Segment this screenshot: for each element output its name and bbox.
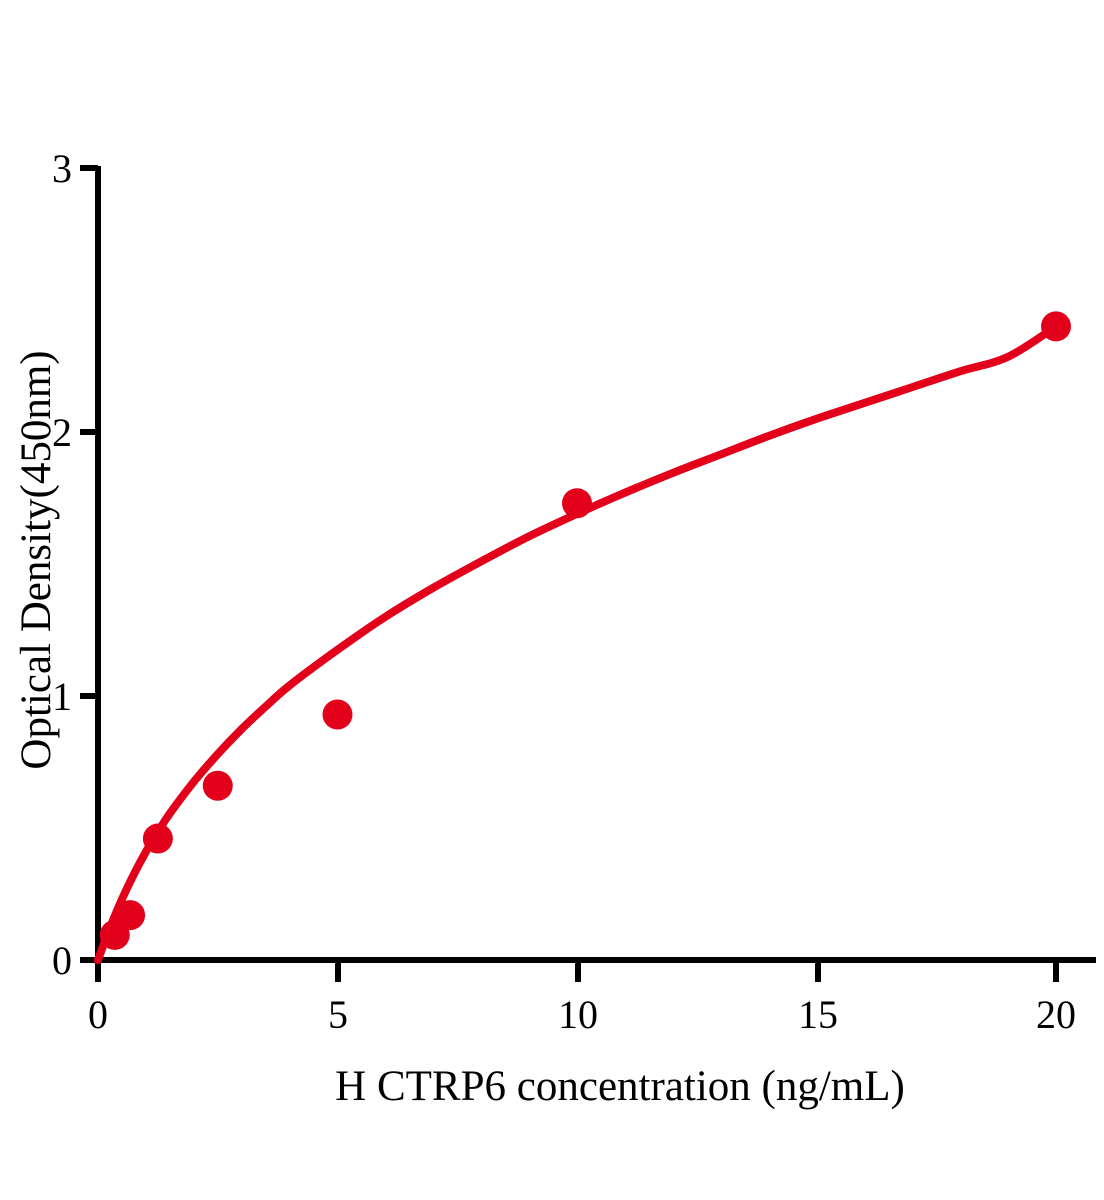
x-tick-label-5: 5 xyxy=(328,992,348,1037)
y-tick-label-3: 3 xyxy=(52,146,72,191)
y-axis-title: Optical Density(450nm) xyxy=(13,350,60,769)
data-point xyxy=(322,699,353,730)
data-point xyxy=(202,770,233,801)
x-tick-label-15: 15 xyxy=(798,992,838,1037)
data-point xyxy=(115,900,146,931)
x-tick-label-10: 10 xyxy=(558,992,598,1037)
data-point xyxy=(142,823,173,854)
data-point-group xyxy=(99,311,1071,950)
y-tick-label-2: 2 xyxy=(52,410,72,455)
fit-curve-line xyxy=(94,322,1060,964)
x-axis-title: H CTRP6 concentration (ng/mL) xyxy=(335,1063,905,1110)
data-point xyxy=(1041,311,1071,342)
x-tick-label-0: 0 xyxy=(88,992,108,1037)
y-tick-label-0: 0 xyxy=(52,938,72,983)
data-point xyxy=(562,488,592,519)
x-tick-label-20: 20 xyxy=(1036,992,1076,1037)
y-tick-label-1: 1 xyxy=(52,674,72,719)
